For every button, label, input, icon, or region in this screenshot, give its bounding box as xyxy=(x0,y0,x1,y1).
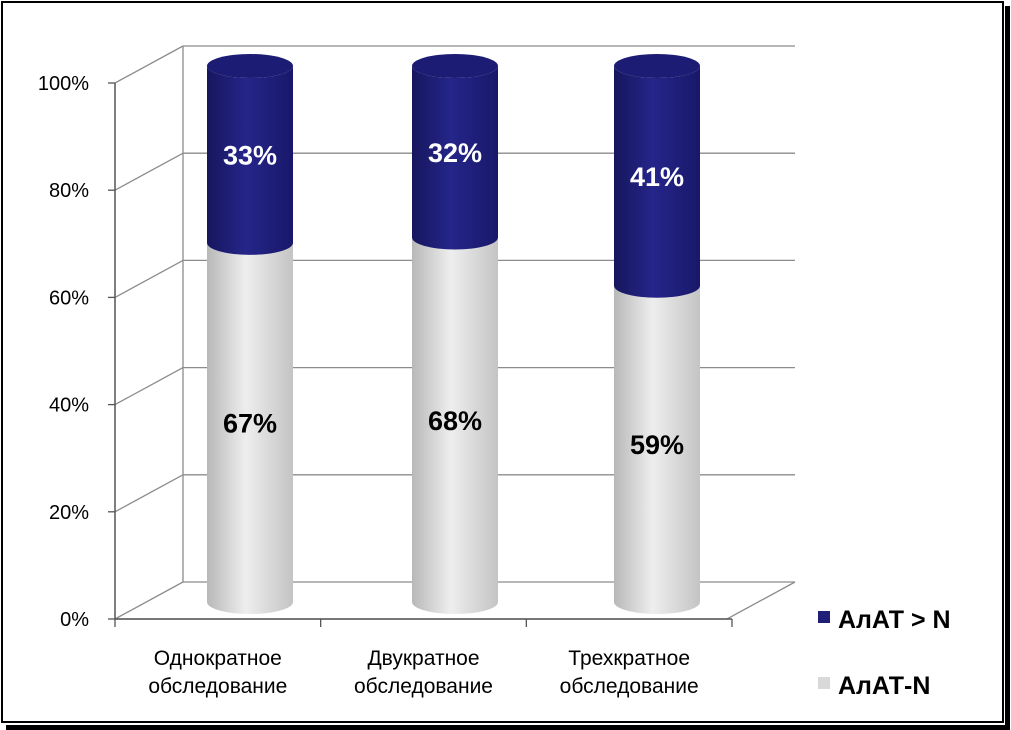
category-label: обследование xyxy=(148,675,287,698)
data-label: 59% xyxy=(630,430,684,460)
gridline-diagonal xyxy=(114,259,184,298)
y-tick-label: 80% xyxy=(49,180,89,202)
y-tick-label: 100% xyxy=(38,73,89,95)
category-label: Трехкратное xyxy=(568,647,690,670)
data-label: 32% xyxy=(428,138,482,168)
frame-shadow-right xyxy=(1005,6,1010,725)
bar-top-cap xyxy=(614,54,700,78)
data-label: 41% xyxy=(630,162,684,192)
bar-segment xyxy=(207,66,293,255)
data-label: 67% xyxy=(223,408,277,438)
category-label: Двукратное xyxy=(367,647,479,670)
bar-segment xyxy=(412,66,498,250)
legend-label: АлАТ-N xyxy=(838,672,930,700)
data-label: 68% xyxy=(428,406,482,436)
y-tick-label: 20% xyxy=(49,502,89,524)
bar-top-cap xyxy=(207,54,293,78)
bar-segment xyxy=(412,237,498,614)
legend-swatch xyxy=(818,611,830,623)
legend: АлАТ > N АлАТ-N xyxy=(818,606,951,700)
category-label: Однократное xyxy=(154,647,282,670)
y-tick-label: 60% xyxy=(49,287,89,309)
data-label: 33% xyxy=(223,140,277,170)
bar-segment xyxy=(614,66,700,298)
y-tick-label: 0% xyxy=(60,609,89,631)
gridline-diagonal xyxy=(114,367,184,406)
y-tick-label: 40% xyxy=(49,395,89,417)
frame-shadow-bottom xyxy=(6,725,1010,730)
gridline-diagonal xyxy=(114,474,184,513)
bar-segment xyxy=(614,285,700,614)
category-label: обследование xyxy=(560,675,699,698)
gridline-diagonal xyxy=(114,581,184,620)
gridline-diagonal xyxy=(114,45,184,84)
labels: 0% 20% 40% 60% 80% 100% 67% 33% 68% 32% 59% 41% Одно… xyxy=(38,73,699,698)
category-label: обследование xyxy=(354,675,493,698)
bar-segment xyxy=(207,242,293,614)
bar-top-cap xyxy=(412,54,498,78)
bars xyxy=(207,54,700,614)
gridline-diagonal xyxy=(114,152,184,191)
legend-swatch xyxy=(818,677,830,689)
legend-label: АлАТ > N xyxy=(838,606,951,634)
